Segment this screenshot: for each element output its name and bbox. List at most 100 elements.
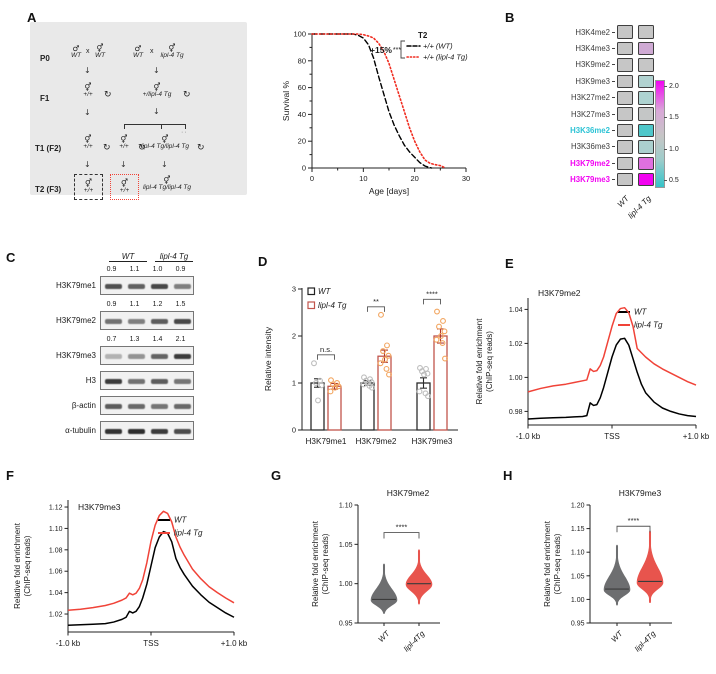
protein-band <box>127 404 145 409</box>
y-tick-label: 2 <box>292 332 296 341</box>
heatmap-row-label: H3K36me2 <box>570 126 610 136</box>
f1-node-het: ⚥ +/lipl-4 Tg <box>142 83 172 98</box>
panel-label-a: A <box>27 10 37 25</box>
blot-column-wt: WT <box>109 252 147 262</box>
heatmap-colorbar: 2.0 1.5 1.0 0.5 <box>655 80 679 188</box>
blot-box <box>100 311 194 330</box>
pedigree-diagram: P0 F1 T1 (F2) T2 (F3) ♂ WT x ⚥ WT ♂ WT x… <box>30 22 247 200</box>
significance-label: ** <box>373 297 379 306</box>
self-cross-icon: ↻ <box>104 90 112 100</box>
chart-title: H3K79me3 <box>78 502 121 512</box>
protein-band <box>150 354 168 359</box>
data-point <box>378 311 384 318</box>
significance-label: n.s. <box>320 345 332 354</box>
protein-band <box>104 284 122 289</box>
y-tick-label: 0 <box>292 426 296 435</box>
violin-wt <box>603 544 631 606</box>
row-tick <box>612 64 615 66</box>
row-tick <box>612 179 615 181</box>
data-point <box>311 360 317 367</box>
survival-chart: 0 10 20 30 0 20 40 60 80 100 Age [days] Survival % T… <box>281 30 470 197</box>
x-tick-label: -1.0 kb <box>56 639 81 648</box>
protein-band <box>150 379 168 384</box>
y-tick-label: 1.10 <box>571 550 585 557</box>
heatmap-cell <box>617 41 633 56</box>
cross-symbol: x <box>150 48 154 55</box>
t2-box-wt-from-tg: ⚥ +/+ <box>110 174 139 200</box>
legend-entry: lipl-4 Tg <box>174 529 203 538</box>
heatmap-cell <box>638 140 654 154</box>
panel-label-b: B <box>505 10 515 25</box>
y-tick-label: 0 <box>302 164 306 173</box>
t2-node-right: ⚥ lipl-4 Tg/lipl-4 Tg <box>142 176 192 191</box>
y-axis-title-line1: Relative fold enrichment <box>311 520 320 607</box>
y-axis-title-line2: (ChIP-seq reads) <box>321 533 330 594</box>
data-point <box>377 360 384 367</box>
category-label: WT <box>609 628 625 644</box>
heatmap-cell <box>617 58 633 72</box>
profile-series-wt <box>67 530 235 627</box>
y-tick-label: 1.00 <box>509 375 523 382</box>
down-arrow-icon: ↓ <box>161 160 168 169</box>
heatmap-row: H3K4me2 <box>518 24 670 40</box>
significance-stars: *** <box>393 47 401 54</box>
bar-WT <box>416 382 431 431</box>
legend-swatch <box>307 287 316 296</box>
generation-label-f1: F1 <box>40 94 50 103</box>
legend-title: T2 <box>418 31 428 40</box>
category-label: lipl-4Tg <box>402 629 427 654</box>
y-tick-label: 1.05 <box>339 542 353 549</box>
significance-label: **** <box>426 289 438 298</box>
hermaphrodite-icon: ⚥ <box>96 44 104 53</box>
data-point <box>436 323 442 330</box>
down-arrow-icon: ↓ <box>84 66 91 75</box>
heatmap-cell <box>638 91 654 105</box>
data-point <box>335 383 342 390</box>
generation-label-t1: T1 (F2) <box>35 144 62 153</box>
y-tick-label: 100 <box>293 30 306 39</box>
data-point <box>384 342 390 349</box>
protein-band <box>150 319 168 324</box>
legend-entry: +/+ (lipl-4 Tg) <box>423 53 468 62</box>
row-tick <box>612 162 615 164</box>
y-tick-label: 80 <box>298 56 306 65</box>
blot-target-label: H3K79me2 <box>55 316 96 325</box>
protein-band <box>173 379 191 384</box>
heatmap-row: H3K9me3 <box>518 73 670 89</box>
legend-entry: lipl-4 Tg <box>634 321 663 330</box>
blot-box <box>100 346 194 365</box>
hermaphrodite-icon: ⚥ <box>163 176 171 185</box>
legend-entry: lipl-4 Tg <box>318 301 347 310</box>
chart-title: H3K79me2 <box>538 288 581 298</box>
protein-band <box>127 354 145 359</box>
y-tick-label: 0.95 <box>571 621 585 628</box>
hermaphrodite-icon: ⚥ <box>84 135 92 144</box>
data-point <box>318 382 325 389</box>
protein-band <box>127 284 145 289</box>
y-tick-label: 0.95 <box>339 621 353 628</box>
blot-box <box>100 276 194 295</box>
relative-intensity-bar-chart: 0 1 2 3 Relative intensity H3K79me1 H3K79me2 H3… <box>263 285 458 446</box>
ellipsis-text: ·· <box>181 129 188 136</box>
heatmap-cell <box>617 140 633 154</box>
y-axis-title: Survival % <box>281 80 291 121</box>
data-point <box>380 348 386 354</box>
heatmap-cell <box>638 156 654 171</box>
data-point <box>386 371 392 378</box>
violin-lipl4tg <box>636 530 664 604</box>
panel-label-f: F <box>6 468 14 483</box>
category-label: H3K79me2 <box>356 437 397 446</box>
heatmap-column-label: WT <box>615 194 631 210</box>
row-tick <box>612 130 615 132</box>
y-tick-label: 1.04 <box>49 590 63 597</box>
heatmap-row: H3K79me2 <box>518 155 670 171</box>
band-value: 1.2 <box>152 301 163 308</box>
colorbar-tick-label: 2.0 <box>669 83 679 90</box>
heatmap-cell <box>638 74 654 89</box>
blot-quantification-values: 0.9 1.1 1.2 1.5 <box>100 301 192 308</box>
protein-band <box>150 284 168 289</box>
legend-swatch <box>307 301 316 310</box>
y-axis-title-line2: (ChIP-seq reads) <box>485 331 494 392</box>
bar-lipl-4Tg <box>433 335 448 431</box>
panel-label-c: C <box>6 250 16 265</box>
